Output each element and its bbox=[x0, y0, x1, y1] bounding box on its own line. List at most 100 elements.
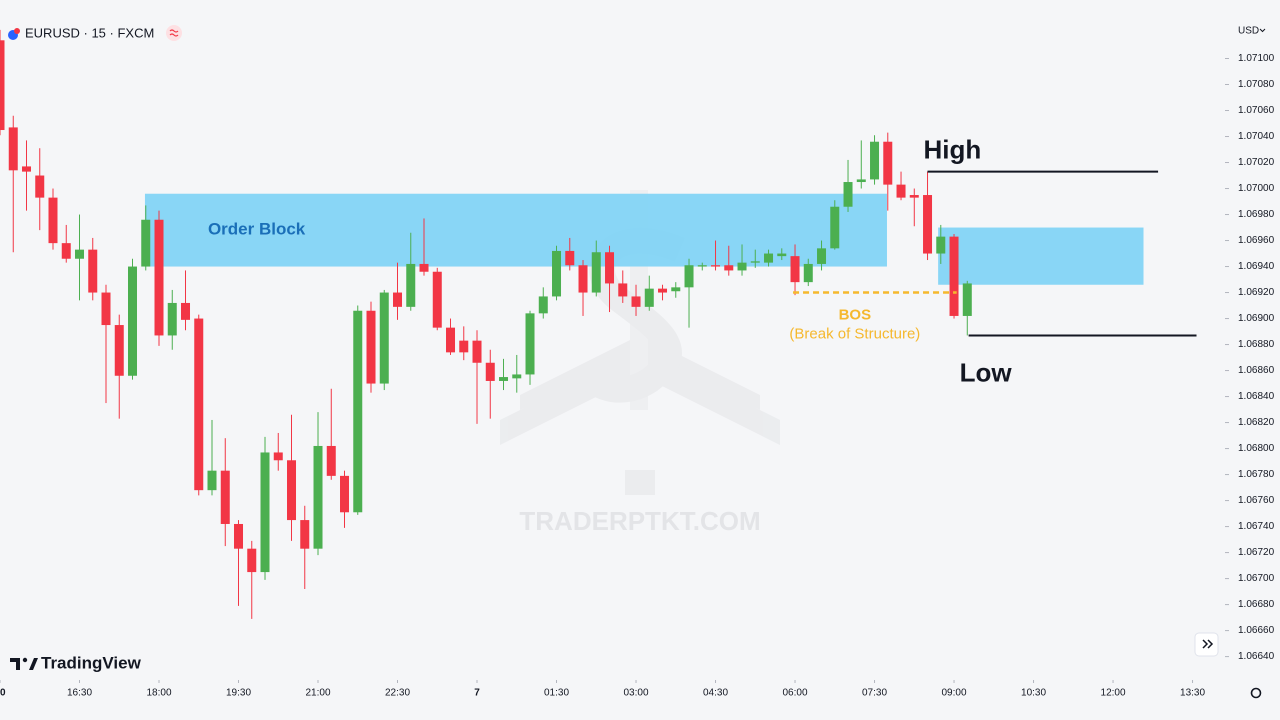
candle-body bbox=[287, 460, 297, 521]
candle-body bbox=[512, 374, 522, 379]
candle-body bbox=[737, 262, 747, 271]
candle-body bbox=[485, 362, 495, 381]
candle-body bbox=[684, 265, 694, 288]
candle-body bbox=[194, 318, 204, 491]
candle-body bbox=[220, 470, 230, 524]
candle-body bbox=[141, 219, 151, 267]
candle-body bbox=[525, 313, 535, 375]
x-tick-label: 00 bbox=[0, 688, 6, 699]
candle-body bbox=[923, 195, 933, 254]
watermark-text: TRADERPTKT.COM bbox=[519, 506, 760, 536]
candle-body bbox=[61, 243, 71, 259]
candle-body bbox=[114, 325, 124, 376]
candle-body bbox=[565, 250, 575, 266]
candle-body bbox=[605, 252, 615, 284]
x-tick-label: 01:30 bbox=[544, 688, 569, 699]
y-tick-label: 1.06900 bbox=[1238, 313, 1275, 324]
candle-body bbox=[393, 292, 403, 307]
candle-body bbox=[909, 195, 919, 198]
currency-label[interactable]: USD bbox=[1238, 26, 1259, 37]
y-tick-label: 1.06880 bbox=[1238, 339, 1275, 350]
y-tick-label: 1.07040 bbox=[1238, 131, 1275, 142]
candle-body bbox=[843, 182, 853, 207]
y-tick-label: 1.06820 bbox=[1238, 417, 1275, 428]
market-status-icon bbox=[169, 29, 179, 37]
candle-body bbox=[273, 452, 283, 461]
candle-body bbox=[340, 475, 350, 513]
zone-label: Order Block bbox=[208, 220, 306, 239]
candle-body bbox=[8, 127, 18, 171]
candle-body bbox=[48, 197, 58, 244]
candle-body bbox=[353, 310, 363, 513]
candle-body bbox=[750, 261, 760, 263]
candle-body bbox=[817, 248, 827, 264]
y-tick-label: 1.06780 bbox=[1238, 469, 1275, 480]
candle-body bbox=[88, 249, 98, 293]
y-tick-label: 1.06800 bbox=[1238, 443, 1275, 454]
candle-body bbox=[644, 288, 654, 307]
scroll-icon bbox=[1202, 639, 1214, 649]
y-tick-label: 1.06980 bbox=[1238, 209, 1275, 220]
candle-body bbox=[578, 265, 588, 293]
y-tick-label: 1.06760 bbox=[1238, 495, 1275, 506]
candle-body bbox=[260, 452, 270, 573]
x-tick-label: 07:30 bbox=[862, 688, 887, 699]
bos-label: BOS bbox=[839, 307, 872, 324]
settings-icon[interactable] bbox=[1250, 687, 1262, 699]
candle-body bbox=[247, 548, 257, 573]
candle-body bbox=[671, 287, 681, 292]
candle-body bbox=[883, 141, 893, 185]
candle-body bbox=[154, 219, 164, 336]
candle-body bbox=[0, 40, 5, 131]
x-tick-label: 22:30 bbox=[385, 688, 410, 699]
zone bbox=[144, 193, 887, 267]
y-tick-label: 1.07000 bbox=[1238, 183, 1275, 194]
candle-body bbox=[366, 310, 376, 384]
x-tick-label: 16:30 bbox=[67, 688, 92, 699]
candle-body bbox=[472, 340, 482, 363]
y-tick-label: 1.07100 bbox=[1238, 53, 1275, 64]
x-tick-label: 09:00 bbox=[942, 688, 967, 699]
candle-body bbox=[538, 296, 548, 314]
candle-body bbox=[711, 265, 721, 267]
candle-body bbox=[167, 302, 177, 336]
x-tick-label: 12:00 bbox=[1101, 688, 1126, 699]
candle-body bbox=[697, 265, 707, 267]
level-label: High bbox=[924, 135, 982, 165]
candle-body bbox=[777, 253, 787, 257]
brand-label: TradingView bbox=[41, 653, 142, 672]
candle-body bbox=[724, 265, 734, 271]
candle-body bbox=[764, 253, 774, 263]
x-tick-label: 03:00 bbox=[624, 688, 649, 699]
y-tick-label: 1.06680 bbox=[1238, 599, 1275, 610]
x-tick-label: 18:00 bbox=[146, 688, 171, 699]
currency-caret bbox=[1259, 28, 1266, 33]
y-tick-label: 1.06840 bbox=[1238, 391, 1275, 402]
candle-body bbox=[234, 523, 244, 549]
y-tick-label: 1.06940 bbox=[1238, 261, 1275, 272]
symbol-icon-flag bbox=[14, 28, 20, 34]
candle-body bbox=[962, 283, 972, 316]
y-tick-label: 1.07020 bbox=[1238, 157, 1275, 168]
x-tick-label: 19:30 bbox=[226, 688, 251, 699]
candle-body bbox=[326, 445, 336, 476]
candle-body bbox=[591, 252, 601, 293]
candle-body bbox=[35, 175, 45, 198]
candle-body bbox=[896, 184, 906, 198]
x-tick-label: 04:30 bbox=[703, 688, 728, 699]
bos-sublabel: (Break of Structure) bbox=[789, 326, 920, 343]
candle-body bbox=[658, 288, 668, 293]
candle-body bbox=[446, 327, 456, 353]
candle-body bbox=[181, 302, 191, 320]
y-tick-label: 1.06920 bbox=[1238, 287, 1275, 298]
candle-body bbox=[419, 263, 429, 272]
x-tick-label: 7 bbox=[474, 688, 480, 699]
candle-body bbox=[300, 520, 310, 549]
level-label: Low bbox=[960, 357, 1013, 387]
candle-body bbox=[618, 283, 628, 297]
candle-body bbox=[552, 250, 562, 297]
x-tick-label: 13:30 bbox=[1180, 688, 1205, 699]
candle-body bbox=[949, 236, 959, 316]
y-tick-label: 1.07060 bbox=[1238, 105, 1275, 116]
